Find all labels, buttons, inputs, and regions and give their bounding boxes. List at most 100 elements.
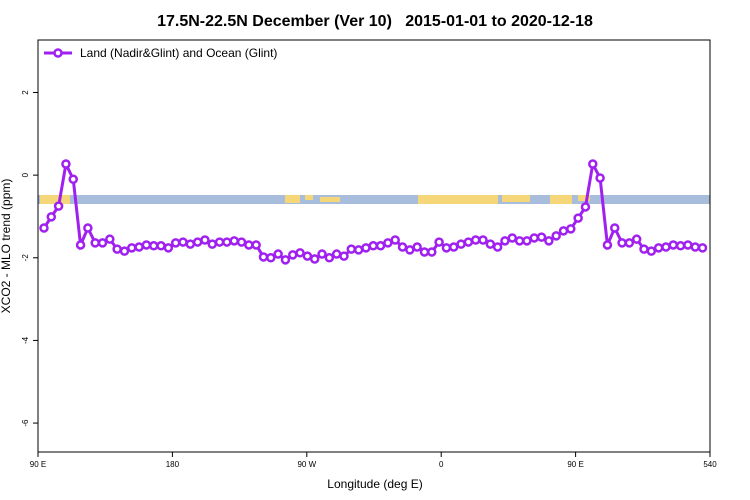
land xyxy=(578,195,590,201)
data-point xyxy=(661,242,671,252)
data-point xyxy=(280,255,291,265)
data-point xyxy=(397,242,408,252)
x-axis-label: Longitude (deg E) xyxy=(327,477,422,491)
data-point xyxy=(697,243,708,253)
x-tick-label: 180 xyxy=(166,460,180,469)
data-point xyxy=(631,234,642,244)
data-point xyxy=(675,241,686,251)
data-point xyxy=(522,236,532,246)
data-point xyxy=(595,173,605,183)
x-tick-label: 90 E xyxy=(567,460,583,469)
y-tick-label: 2 xyxy=(21,90,30,95)
data-point xyxy=(390,235,400,245)
data-point xyxy=(90,238,100,248)
data-point xyxy=(383,238,393,248)
data-point xyxy=(353,245,364,255)
data-point xyxy=(309,254,320,264)
data-point xyxy=(266,253,276,263)
data-point xyxy=(236,237,247,247)
land xyxy=(320,197,340,202)
data-point xyxy=(339,251,349,261)
data-point xyxy=(434,237,444,247)
data-point xyxy=(331,249,342,259)
x-tick-label: 0 xyxy=(439,460,444,469)
data-point xyxy=(456,239,466,249)
data-point xyxy=(492,242,503,252)
data-point xyxy=(46,212,57,222)
data-point xyxy=(214,237,225,247)
x-tick-label: 90 W xyxy=(297,460,316,469)
data-point xyxy=(192,237,203,247)
data-point xyxy=(178,237,188,247)
plot-frame xyxy=(37,39,711,453)
data-point xyxy=(324,253,335,263)
data-point xyxy=(127,243,137,253)
data-point xyxy=(75,240,86,250)
y-tick-label: -2 xyxy=(21,254,30,262)
y-tick-label: 0 xyxy=(21,172,30,177)
data-point xyxy=(514,236,525,246)
data-point xyxy=(580,202,591,212)
data-point xyxy=(463,237,474,247)
data-point xyxy=(134,242,144,252)
data-point xyxy=(566,224,576,234)
data-point xyxy=(507,233,518,243)
data-point xyxy=(646,246,657,256)
legend-label: Land (Nadir&Glint) and Ocean (Glint) xyxy=(80,46,277,60)
data-point xyxy=(346,244,357,254)
data-point xyxy=(639,244,649,254)
y-tick-label: -4 xyxy=(21,336,30,344)
data-point xyxy=(617,238,627,248)
data-point xyxy=(39,223,49,233)
data-point xyxy=(441,243,452,253)
data-point xyxy=(427,247,437,257)
data-point xyxy=(536,232,547,242)
data-point xyxy=(295,248,305,258)
data-point xyxy=(573,213,583,223)
data-point xyxy=(668,240,679,250)
data-point xyxy=(544,236,554,246)
land xyxy=(305,195,313,200)
data-point xyxy=(156,241,166,251)
land xyxy=(418,195,498,204)
data-point xyxy=(609,223,620,233)
x-tick-label: 90 E xyxy=(30,460,46,469)
data-point xyxy=(478,235,488,245)
data-point xyxy=(485,239,496,249)
data-point xyxy=(112,244,122,254)
data-point xyxy=(419,247,430,257)
data-point xyxy=(288,250,298,260)
data-point xyxy=(61,159,71,169)
data-point xyxy=(500,236,510,246)
data-point xyxy=(68,174,78,185)
data-point xyxy=(448,242,459,252)
data-point xyxy=(558,226,569,236)
data-point xyxy=(588,159,598,169)
data-point xyxy=(653,243,664,253)
data-point xyxy=(119,246,130,256)
data-point xyxy=(412,242,422,252)
land-ocean-strip xyxy=(38,195,710,204)
data-point xyxy=(470,235,481,245)
data-point xyxy=(361,243,371,253)
data-point xyxy=(148,241,159,251)
data-point xyxy=(251,240,261,250)
data-point xyxy=(368,241,379,251)
data-point xyxy=(690,242,700,252)
ocean-band xyxy=(38,195,710,204)
data-point xyxy=(83,223,93,233)
data-point xyxy=(185,239,196,249)
land xyxy=(550,195,572,204)
y-axis-label: XCO2 - MLO trend (ppm) xyxy=(0,179,13,314)
data-point xyxy=(97,238,108,248)
data-point xyxy=(551,231,561,241)
data-point xyxy=(244,240,254,250)
data-point xyxy=(273,249,283,259)
data-point xyxy=(141,240,152,250)
y-tick-label: -6 xyxy=(21,419,30,427)
data-point xyxy=(317,249,327,259)
data-point xyxy=(529,233,539,243)
data-point xyxy=(200,235,210,245)
land xyxy=(285,195,300,203)
